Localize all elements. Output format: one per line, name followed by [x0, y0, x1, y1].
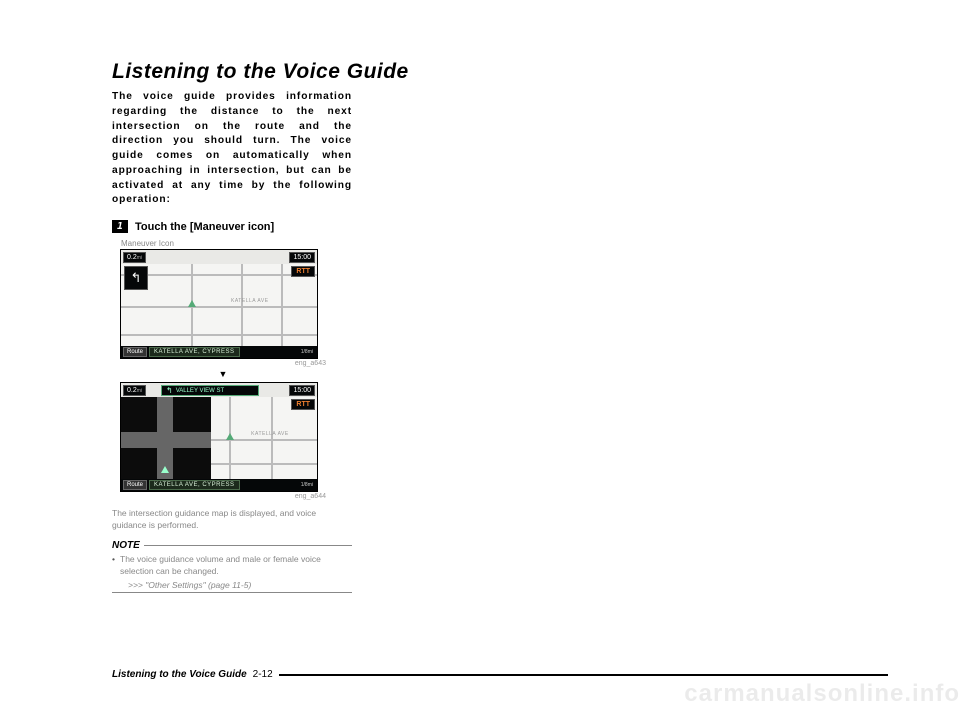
map-road	[121, 306, 317, 308]
intersection-guidance-panel	[121, 397, 211, 479]
map-road	[211, 463, 317, 465]
footer-rule	[279, 674, 888, 676]
image-label: Maneuver Icon	[121, 239, 888, 248]
time-badge: 15:00	[289, 385, 315, 396]
rtt-badge: RTT	[291, 266, 315, 277]
note-rule	[112, 592, 352, 593]
maneuver-icon[interactable]: ↰	[124, 266, 148, 290]
footer-title: Listening to the Voice Guide	[112, 669, 247, 680]
distance-badge: 0.2mi	[123, 252, 146, 263]
distance-unit: mi	[137, 255, 142, 261]
note-reference: >>> "Other Settings" (page 11-5)	[112, 580, 352, 590]
nav-screenshot-2: KATELLA AVE 0.2mi ↰VALLEY VIEW ST 15:00 …	[120, 382, 318, 492]
image-code: eng_a643	[120, 360, 326, 367]
map-road	[121, 334, 317, 336]
step-number: 1	[112, 220, 128, 233]
note-heading: NOTE	[112, 540, 140, 551]
page-footer: Listening to the Voice Guide 2-12	[112, 669, 888, 680]
watermark: carmanualsonline.info	[684, 680, 960, 708]
distance-value: 0.2	[127, 387, 137, 394]
road-label: KATELLA AVE, CYPRESS	[149, 347, 239, 357]
result-caption: The intersection guidance map is display…	[112, 508, 352, 532]
vehicle-icon	[226, 433, 234, 440]
rtt-badge: RTT	[291, 399, 315, 410]
guidance-road	[121, 432, 211, 448]
note-bullet: The voice guidance volume and male or fe…	[112, 553, 352, 578]
time-badge: 15:00	[289, 252, 315, 263]
map-street-label: KATELLA AVE	[231, 298, 269, 304]
map-road	[121, 274, 317, 276]
map-road	[271, 397, 273, 479]
screenshot-bottombar: Route KATELLA AVE, CYPRESS 1/8mi	[121, 479, 317, 491]
note-block: NOTE The voice guidance volume and male …	[112, 540, 352, 593]
route-button[interactable]: Route	[123, 347, 147, 357]
turn-icon: ↰	[166, 386, 173, 395]
road-label: KATELLA AVE, CYPRESS	[149, 480, 239, 490]
vehicle-icon	[161, 466, 169, 473]
vehicle-icon	[188, 300, 196, 307]
route-button[interactable]: Route	[123, 480, 147, 490]
note-heading-row: NOTE	[112, 540, 352, 551]
flow-arrow: ▼	[120, 367, 326, 382]
nav-screenshot-1: KATELLA AVE 0.2mi ↰ 15:00 RTT Route KATE…	[120, 249, 318, 359]
distance-unit: mi	[137, 388, 142, 394]
image-code: eng_a644	[120, 493, 326, 500]
screenshot-topbar	[121, 250, 317, 264]
map-road	[281, 264, 283, 346]
footer-page: 2-12	[253, 669, 273, 680]
map-street-label: KATELLA AVE	[251, 431, 289, 437]
intro-paragraph: The voice guide provides information reg…	[112, 90, 352, 208]
page-title: Listening to the Voice Guide	[112, 60, 888, 84]
guidance-bubble: ↰VALLEY VIEW ST	[161, 385, 259, 396]
distance-badge: 0.2mi	[123, 385, 146, 396]
screenshot-map-area: KATELLA AVE	[121, 264, 317, 346]
distance-value: 0.2	[127, 254, 137, 261]
screenshot-bottombar: Route KATELLA AVE, CYPRESS 1/8mi	[121, 346, 317, 358]
step-row: 1 Touch the [Maneuver icon]	[112, 220, 888, 233]
step-text: Touch the [Maneuver icon]	[135, 221, 274, 233]
note-rule	[144, 545, 352, 546]
guidance-street: VALLEY VIEW ST	[176, 388, 224, 394]
manual-page: Listening to the Voice Guide The voice g…	[0, 0, 960, 708]
scale-label: 1/8mi	[301, 349, 315, 355]
map-road	[241, 264, 243, 346]
scale-label: 1/8mi	[301, 482, 315, 488]
